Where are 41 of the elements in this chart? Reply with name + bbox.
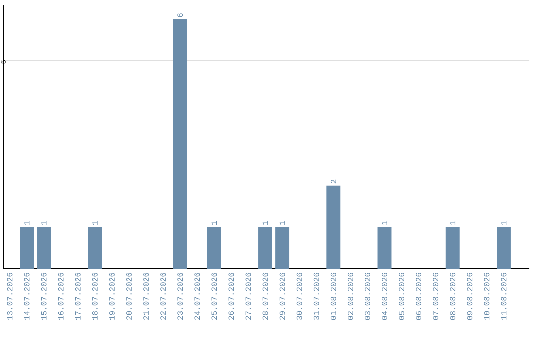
x-tick-label: 19.07.2026: [109, 273, 115, 320]
x-tick-label: 14.07.2026: [24, 273, 30, 320]
data-label: 1: [382, 221, 388, 226]
x-tick-label: 17.07.2026: [75, 273, 81, 320]
x-tick-label: 06.08.2026: [416, 273, 422, 320]
x-tick-label: 03.08.2026: [365, 273, 370, 320]
x-tick-label: 25.07.2026: [212, 273, 218, 320]
x-tick-label: 15.07.2026: [41, 273, 47, 320]
x-tick-label: 31.07.2026: [314, 273, 320, 320]
data-label: 1: [262, 221, 268, 226]
data-label: 6: [178, 14, 184, 18]
x-tick-label: 09.08.2026: [467, 273, 473, 320]
x-tick-label: 04.08.2026: [382, 273, 388, 320]
data-label: 1: [92, 221, 98, 226]
x-tick-label: 05.08.2026: [399, 273, 404, 320]
x-tick-label: 10.08.2026: [484, 273, 490, 320]
x-tick-label: 08.08.2026: [450, 273, 456, 320]
x-tick-label: 20.07.2026: [126, 273, 132, 320]
data-label: 1: [450, 221, 456, 226]
x-tick-label: 24.07.2026: [194, 273, 200, 320]
x-tick-label: 18.07.2026: [92, 273, 98, 320]
data-label: 2: [330, 180, 336, 184]
data-label: 1: [41, 221, 47, 226]
x-tick-label: 07.08.2026: [433, 273, 439, 320]
x-tick-label: 28.07.2026: [262, 273, 268, 320]
data-label: 1: [24, 221, 30, 226]
x-tick-label: 22.07.2026: [160, 273, 166, 320]
x-tick-label: 23.07.2026: [178, 273, 184, 320]
x-tick-label: 30.07.2026: [296, 273, 302, 320]
x-tick-label: 27.07.2026: [246, 273, 252, 320]
data-label: 1: [501, 221, 507, 226]
x-tick-label: 21.07.2026: [144, 273, 149, 320]
data-label: 1: [280, 221, 286, 226]
x-tick-label: 26.07.2026: [228, 273, 234, 320]
x-tick-label: 16.07.2026: [58, 273, 64, 320]
x-tick-label: 13.07.2026: [7, 273, 13, 320]
data-label: 1: [212, 221, 218, 226]
x-tick-label: 29.07.2026: [280, 273, 286, 320]
x-tick-label: 11.08.2026: [501, 273, 507, 320]
x-tick-label: 02.08.2026: [348, 273, 354, 320]
x-tick-label: 01.08.2026: [330, 273, 336, 320]
